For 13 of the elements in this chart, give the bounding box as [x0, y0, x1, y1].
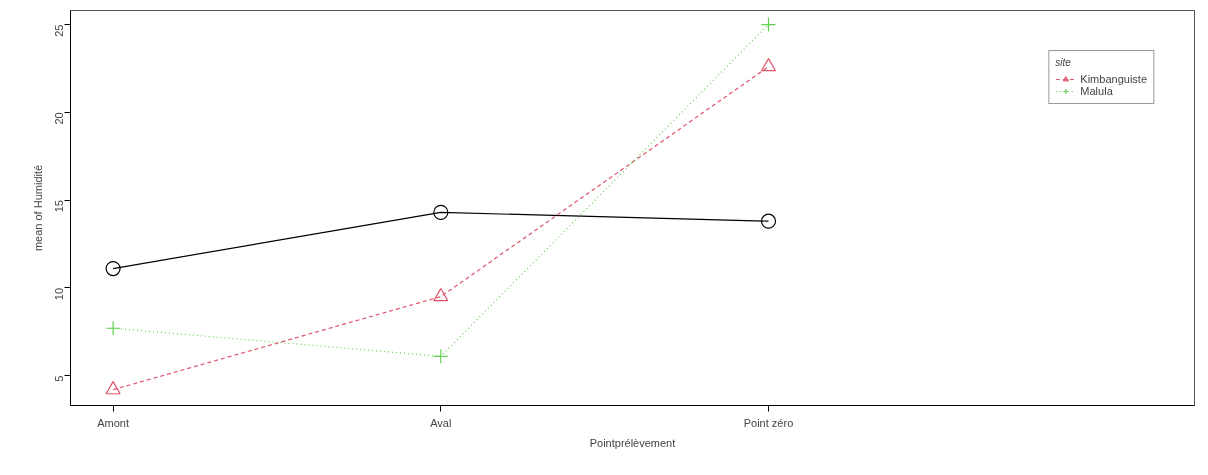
legend-label: Malula: [1080, 85, 1113, 97]
x-tick-label: Aval: [430, 416, 452, 429]
x-tick-label: Point zéro: [743, 416, 794, 429]
y-tick-label: 25: [53, 24, 66, 37]
y-axis-title: mean of Humidité: [31, 164, 44, 252]
x-axis-title: Pointprélèvement: [589, 436, 676, 449]
y-tick-label: 10: [53, 287, 66, 301]
y-tick-label: 20: [53, 112, 66, 125]
x-tick-label: Amont: [97, 416, 129, 429]
legend-title: site: [1055, 57, 1072, 68]
y-tick-label: 15: [53, 200, 66, 213]
legend-label: Kimbanguiste: [1080, 73, 1147, 85]
y-tick-label: 5: [53, 375, 66, 382]
